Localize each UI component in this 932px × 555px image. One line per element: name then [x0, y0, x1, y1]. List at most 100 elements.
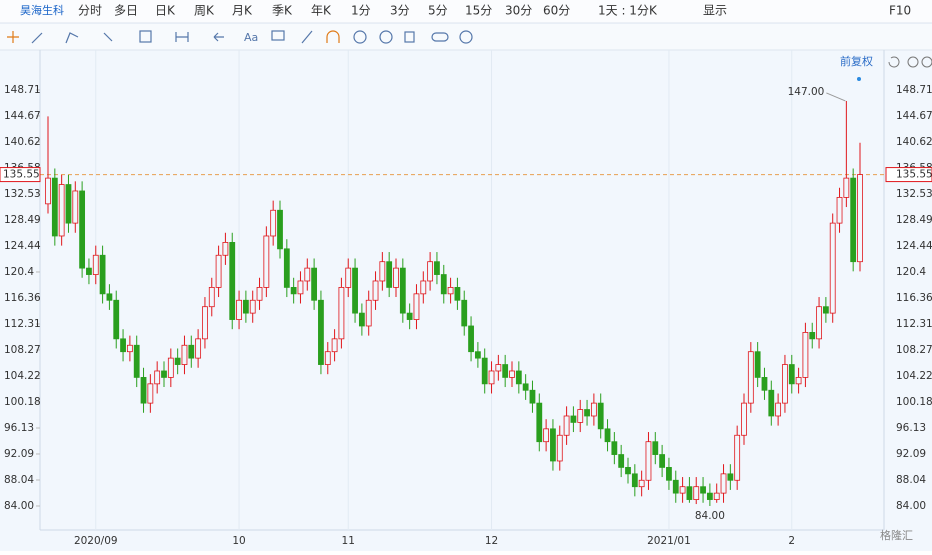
- settings-tool[interactable]: [459, 30, 473, 44]
- candle-body: [195, 338, 202, 359]
- candle-body: [734, 434, 741, 481]
- polyline-tool[interactable]: [65, 32, 79, 44]
- period-tab[interactable]: 显示: [703, 4, 727, 18]
- candle-body: [454, 287, 461, 301]
- candle-body: [440, 274, 447, 295]
- y-tick-label: 100.18: [4, 396, 41, 408]
- candle-body: [747, 351, 754, 404]
- candle-body: [720, 473, 727, 494]
- hide-tool[interactable]: [353, 30, 367, 44]
- arrow-tool[interactable]: [213, 32, 224, 42]
- high-marker-label: 147.00: [788, 86, 825, 98]
- y-tick-label: 88.04: [896, 474, 926, 486]
- magnet-tool[interactable]: [326, 30, 340, 43]
- event-dot[interactable]: [857, 77, 861, 81]
- candle-body: [120, 338, 126, 353]
- candle-body: [92, 254, 99, 275]
- period-tab[interactable]: 月K: [232, 4, 253, 18]
- candle-body: [543, 428, 550, 443]
- period-tab[interactable]: 1天 : 1分K: [598, 4, 658, 18]
- fib-tool[interactable]: [103, 32, 113, 42]
- candle-body: [795, 377, 802, 385]
- y-tick-label: 108.27: [4, 344, 41, 356]
- last-price-label: 135.55: [896, 169, 932, 181]
- y-tick-label: 128.49: [896, 214, 932, 226]
- draw-tools[interactable]: [7, 30, 473, 44]
- candle-body: [167, 357, 174, 378]
- period-tab[interactable]: 季K: [272, 4, 293, 18]
- candle-body: [584, 409, 590, 417]
- x-tick-label: 12: [485, 535, 498, 547]
- candle-body: [706, 492, 713, 500]
- y-tick-label: 112.31: [896, 318, 932, 330]
- y-tick-label: 148.71: [4, 84, 41, 96]
- period-tab[interactable]: 5分: [428, 4, 448, 18]
- candle-body: [345, 267, 352, 288]
- note-tool[interactable]: [271, 30, 285, 41]
- candle-body: [666, 467, 672, 481]
- x-tick-label: 2021/01: [647, 535, 691, 547]
- candle-body: [318, 299, 324, 365]
- candle-body: [597, 402, 604, 430]
- candle-body: [126, 344, 133, 353]
- candle-body: [263, 235, 270, 288]
- candle-body: [461, 299, 468, 327]
- period-tab[interactable]: 15分: [465, 4, 492, 18]
- measure-tool[interactable]: [139, 30, 152, 43]
- candle-body: [474, 351, 481, 359]
- candle-body: [809, 332, 816, 340]
- reset-button[interactable]: [888, 56, 900, 68]
- stock-name[interactable]: 昊海生科: [20, 3, 64, 17]
- period-tab[interactable]: 年K: [311, 4, 332, 18]
- candle-body: [775, 402, 782, 417]
- candle-body: [324, 351, 331, 365]
- period-tab[interactable]: 30分: [505, 4, 532, 18]
- link-tool[interactable]: [431, 32, 449, 42]
- y-tick-label: 104.22: [4, 370, 41, 382]
- y-tick-label: 116.36: [4, 292, 41, 304]
- text-tool[interactable]: Aa: [244, 31, 258, 44]
- period-tab[interactable]: 60分: [543, 4, 570, 18]
- range-tool[interactable]: [175, 32, 189, 42]
- candle-body: [741, 402, 747, 436]
- period-tab[interactable]: 日K: [155, 4, 176, 18]
- candle-body: [420, 280, 427, 295]
- period-tab[interactable]: F10: [889, 4, 911, 18]
- zoom-out[interactable]: [907, 56, 919, 68]
- y-tick-label: 148.71: [896, 84, 932, 96]
- adjust-mode[interactable]: 前复权: [840, 54, 873, 68]
- candle-body: [188, 344, 195, 359]
- candle-body: [509, 370, 515, 378]
- line-tool[interactable]: [31, 32, 43, 44]
- period-tab[interactable]: 3分: [390, 4, 410, 18]
- delete-tool[interactable]: [404, 31, 415, 43]
- period-tab[interactable]: 1分: [351, 4, 371, 18]
- draw-toolbar-bg: [0, 24, 932, 50]
- lock-tool[interactable]: [379, 30, 393, 44]
- candle-body: [331, 338, 338, 353]
- period-tab[interactable]: 多日: [114, 4, 138, 18]
- candle-body: [645, 441, 652, 481]
- period-tab[interactable]: 分时: [78, 4, 102, 18]
- candle-body: [406, 312, 413, 320]
- candle-body: [270, 209, 277, 237]
- zoom-in[interactable]: [921, 56, 932, 68]
- candle-body: [638, 479, 645, 488]
- period-tab[interactable]: 周K: [194, 4, 215, 18]
- candle-body: [133, 344, 140, 378]
- candle-body: [113, 299, 120, 340]
- candle-body: [236, 299, 242, 320]
- candle-body: [686, 486, 693, 500]
- candle-body: [502, 364, 509, 378]
- candle-body: [536, 402, 543, 443]
- candle-body: [277, 209, 283, 250]
- candle-body: [672, 479, 679, 494]
- angle-tool[interactable]: [301, 30, 313, 44]
- crosshair-tool[interactable]: [7, 31, 19, 43]
- chart-controls[interactable]: [888, 56, 932, 68]
- candle-body: [208, 287, 215, 308]
- y-tick-label: 92.09: [4, 448, 34, 460]
- candle-body: [106, 293, 113, 301]
- candle-body: [515, 370, 522, 385]
